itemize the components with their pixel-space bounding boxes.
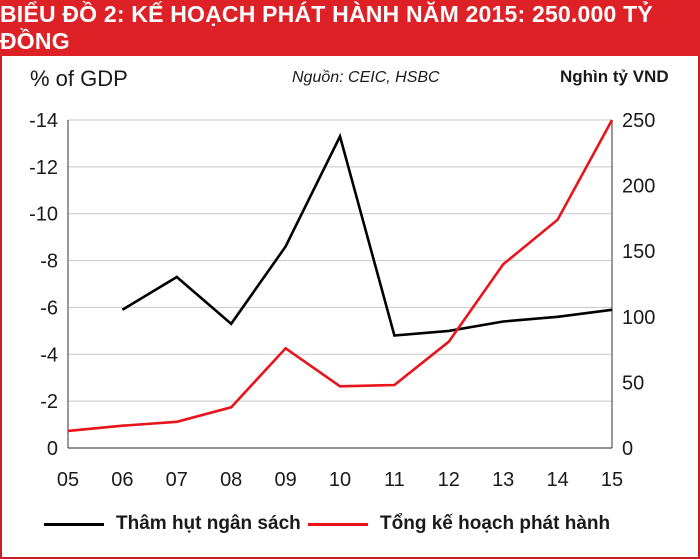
left-tick-2: -4 — [40, 344, 58, 366]
x-tick-5: 10 — [329, 469, 351, 491]
right-tick-2: 100 — [622, 307, 655, 329]
legend-swatch-deficit — [44, 522, 104, 526]
x-tick-9: 14 — [546, 469, 568, 491]
legend-label-issuance: Tổng kế hoạch phát hành — [380, 513, 611, 534]
right-tick-0: 0 — [622, 438, 633, 460]
chart-title: BIỂU ĐỒ 2: KẾ HOẠCH PHÁT HÀNH NĂM 2015: … — [0, 0, 700, 56]
left-axis-unit: % of GDP — [30, 66, 128, 91]
left-tick-labels: 0 -2 -4 -6 -8 -10 -12 -14 — [29, 110, 58, 460]
legend-item-deficit: Thâm hụt ngân sách — [44, 512, 301, 536]
x-tick-7: 12 — [438, 469, 460, 491]
left-tick-7: -14 — [29, 110, 58, 132]
left-tick-3: -6 — [40, 297, 58, 319]
left-tick-0: 0 — [47, 438, 58, 460]
x-tick-10: 15 — [601, 469, 623, 491]
series-line-1 — [67, 119, 614, 433]
x-tick-8: 13 — [492, 469, 514, 491]
legend-item-issuance: Tổng kế hoạch phát hành — [308, 512, 610, 536]
series-line-0 — [121, 132, 613, 337]
x-tick-4: 09 — [274, 469, 296, 491]
gridlines — [68, 119, 612, 402]
x-tick-6: 11 — [384, 469, 405, 491]
left-tick-1: -2 — [40, 391, 58, 413]
right-tick-1: 50 — [622, 372, 644, 394]
right-tick-labels: 0 50 100 150 200 250 — [622, 110, 655, 460]
x-tick-1: 06 — [111, 469, 133, 491]
right-tick-3: 150 — [622, 241, 655, 263]
x-tick-0: 05 — [57, 469, 79, 491]
axes — [67, 120, 613, 449]
left-tick-6: -12 — [29, 157, 58, 179]
legend-swatch-issuance — [308, 522, 368, 526]
x-tick-2: 07 — [166, 469, 188, 491]
right-axis-unit: Nghìn tỷ VND — [560, 67, 669, 86]
legend-label-deficit: Thâm hụt ngân sách — [116, 513, 301, 534]
right-tick-5: 250 — [622, 110, 655, 132]
x-tick-labels: 05 06 07 08 09 10 11 12 13 14 15 — [57, 469, 623, 491]
series-lines — [67, 119, 614, 433]
x-tick-3: 08 — [220, 469, 242, 491]
left-tick-5: -10 — [29, 204, 58, 226]
left-tick-4: -8 — [40, 251, 58, 273]
source-note: Nguồn: CEIC, HSBC — [292, 69, 440, 86]
right-tick-4: 200 — [622, 176, 655, 198]
